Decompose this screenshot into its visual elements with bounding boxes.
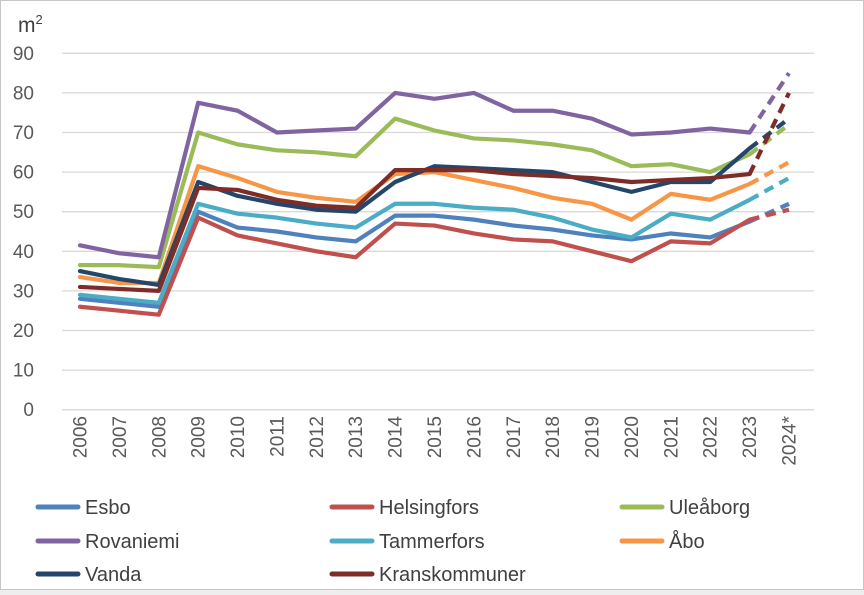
y-tick-label-10: 10 — [13, 361, 34, 382]
legend-item-Vanda: Vanda — [35, 564, 142, 586]
legend-label-Uleåborg: Uleåborg — [669, 497, 750, 519]
legend-item-Tammerfors: Tammerfors — [329, 531, 485, 553]
series-line-Kranskommuner — [77, 168, 752, 293]
legend-label-Rovaniemi: Rovaniemi — [85, 531, 179, 553]
y-tick-label-90: 90 — [13, 44, 34, 65]
series-line-Helsingfors — [77, 215, 752, 317]
x-tick-label-2006: 2006 — [71, 416, 92, 458]
x-tick-label-2020: 2020 — [622, 416, 643, 458]
legend-item-Helsingfors: Helsingfors — [329, 497, 479, 519]
x-tick-label-2024-star: 2024* — [780, 415, 801, 465]
legend-label-Helsingfors: Helsingfors — [379, 497, 479, 519]
legend-label-Tammerfors: Tammerfors — [379, 531, 485, 553]
series-line-Rovaniemi-forecast — [747, 71, 791, 134]
y-tick-label-80: 80 — [13, 83, 34, 104]
series-line-Vanda-forecast — [748, 116, 791, 151]
x-tick-label-2015: 2015 — [425, 416, 446, 458]
legend-item-Uleåborg: Uleåborg — [619, 497, 750, 519]
x-tick-label-2019: 2019 — [583, 416, 604, 458]
x-tick-label-2008: 2008 — [149, 416, 170, 458]
legend-label-Åbo: Åbo — [669, 530, 705, 553]
series-line-Tammerfors — [77, 197, 752, 305]
y-axis-labels: 0 10 20 30 40 50 60 70 80 90 — [13, 44, 34, 421]
series-line-Uleåborg — [77, 116, 752, 270]
legend-label-Kranskommuner: Kranskommuner — [379, 564, 526, 586]
series-line-Tammerfors-forecast — [748, 176, 791, 202]
x-axis-labels: 2006 2007 2008 2009 2010 2011 2012 2013 2014 2015… — [71, 415, 801, 465]
series-line-Helsingfors-forecast — [749, 207, 790, 222]
legend-label-Vanda: Vanda — [85, 564, 142, 586]
series-line-Esbo — [77, 209, 752, 309]
y-tick-label-30: 30 — [13, 281, 34, 302]
y-tick-label-0: 0 — [23, 400, 34, 421]
y-tick-label-60: 60 — [13, 163, 34, 184]
series-line-Rovaniemi — [77, 90, 752, 260]
x-tick-label-2011: 2011 — [267, 416, 288, 457]
series-lines — [77, 71, 791, 317]
y-tick-label-50: 50 — [13, 202, 34, 223]
y-tick-label-20: 20 — [13, 321, 34, 342]
y-axis-unit-label: m2 — [18, 12, 43, 37]
x-tick-label-2023: 2023 — [740, 416, 761, 458]
legend-item-Kranskommuner: Kranskommuner — [329, 564, 526, 586]
y-tick-label-70: 70 — [13, 123, 34, 144]
series-line-Kranskommuner-forecast — [747, 91, 791, 175]
x-tick-label-2010: 2010 — [228, 416, 249, 458]
x-tick-label-2014: 2014 — [386, 416, 407, 459]
x-tick-label-2012: 2012 — [307, 416, 328, 458]
series-line-Åbo-forecast — [748, 160, 791, 186]
legend-label-Esbo: Esbo — [85, 497, 131, 519]
legend-item-Esbo: Esbo — [35, 497, 131, 519]
y-tick-label-40: 40 — [13, 242, 34, 263]
x-tick-label-2017: 2017 — [504, 416, 525, 458]
x-tick-label-2021: 2021 — [661, 416, 682, 458]
x-tick-label-2007: 2007 — [110, 416, 131, 458]
legend-item-Rovaniemi: Rovaniemi — [35, 531, 179, 553]
legend: Esbo Helsingfors Uleåborg Rovaniemi Tammerfo… — [35, 497, 750, 586]
x-tick-label-2009: 2009 — [189, 416, 210, 458]
series-line-Uleåborg-forecast — [748, 122, 791, 156]
x-tick-label-2013: 2013 — [346, 416, 367, 458]
x-tick-label-2016: 2016 — [464, 416, 485, 458]
x-tick-label-2022: 2022 — [701, 416, 722, 458]
x-tick-label-2018: 2018 — [543, 416, 564, 458]
series-line-Vanda — [77, 146, 752, 288]
legend-item-Åbo: Åbo — [619, 530, 705, 553]
